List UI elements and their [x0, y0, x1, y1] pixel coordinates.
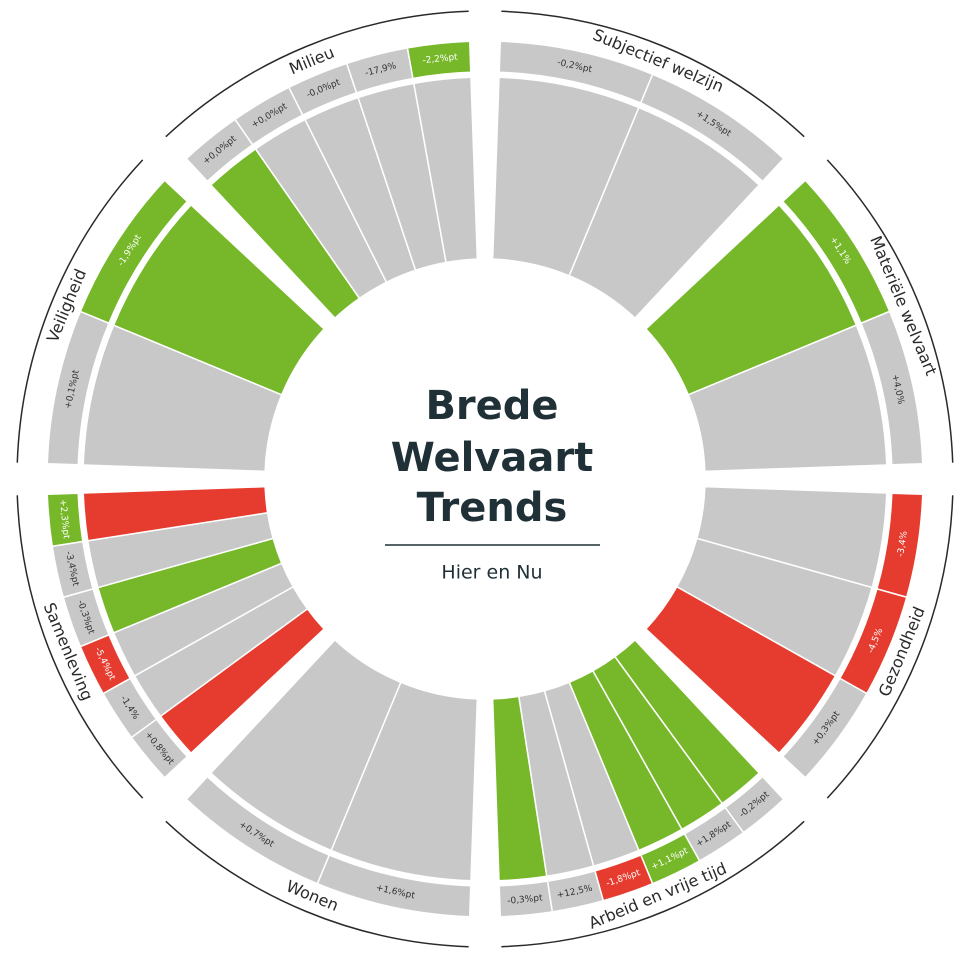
indicator-bar: [209, 638, 402, 852]
indicator-bar: [491, 695, 548, 882]
indicator-bar: [568, 106, 761, 320]
indicator-cell: [185, 775, 331, 885]
sector-arc: [165, 820, 469, 948]
indicator-cell: [781, 677, 868, 779]
indicator-cell: [46, 492, 84, 548]
indicator-label: -3,4%: [896, 530, 910, 558]
indicator-bar: [112, 203, 326, 396]
sector-arc: [165, 10, 469, 138]
indicator-bar: [644, 585, 837, 755]
sector-arc: [16, 159, 144, 463]
center-title: Welvaart: [391, 435, 593, 481]
indicator-label: +2,3%pt: [57, 499, 71, 540]
indicator-cell: [79, 179, 189, 325]
indicator-label: -0,3%pt: [507, 893, 544, 906]
sector-arc: [826, 159, 954, 463]
sector-arc: [501, 820, 805, 948]
center-title: Trends: [417, 485, 568, 531]
indicator-bar: [82, 485, 269, 542]
indicator-cell: [406, 40, 472, 80]
center-subtitle: Hier en Nu: [441, 562, 542, 584]
indicator-cell: [639, 73, 785, 183]
indicator-cell: [498, 880, 554, 918]
center-title: Brede: [425, 383, 558, 429]
sector-arc: [16, 495, 144, 799]
indicator-bar: [412, 76, 479, 264]
indicator-cell: [860, 310, 924, 466]
indicator-label: -2,2%pt: [422, 52, 459, 66]
sector-arc: [826, 495, 954, 799]
indicator-bar: [687, 324, 888, 473]
sector-arc: [501, 10, 805, 138]
